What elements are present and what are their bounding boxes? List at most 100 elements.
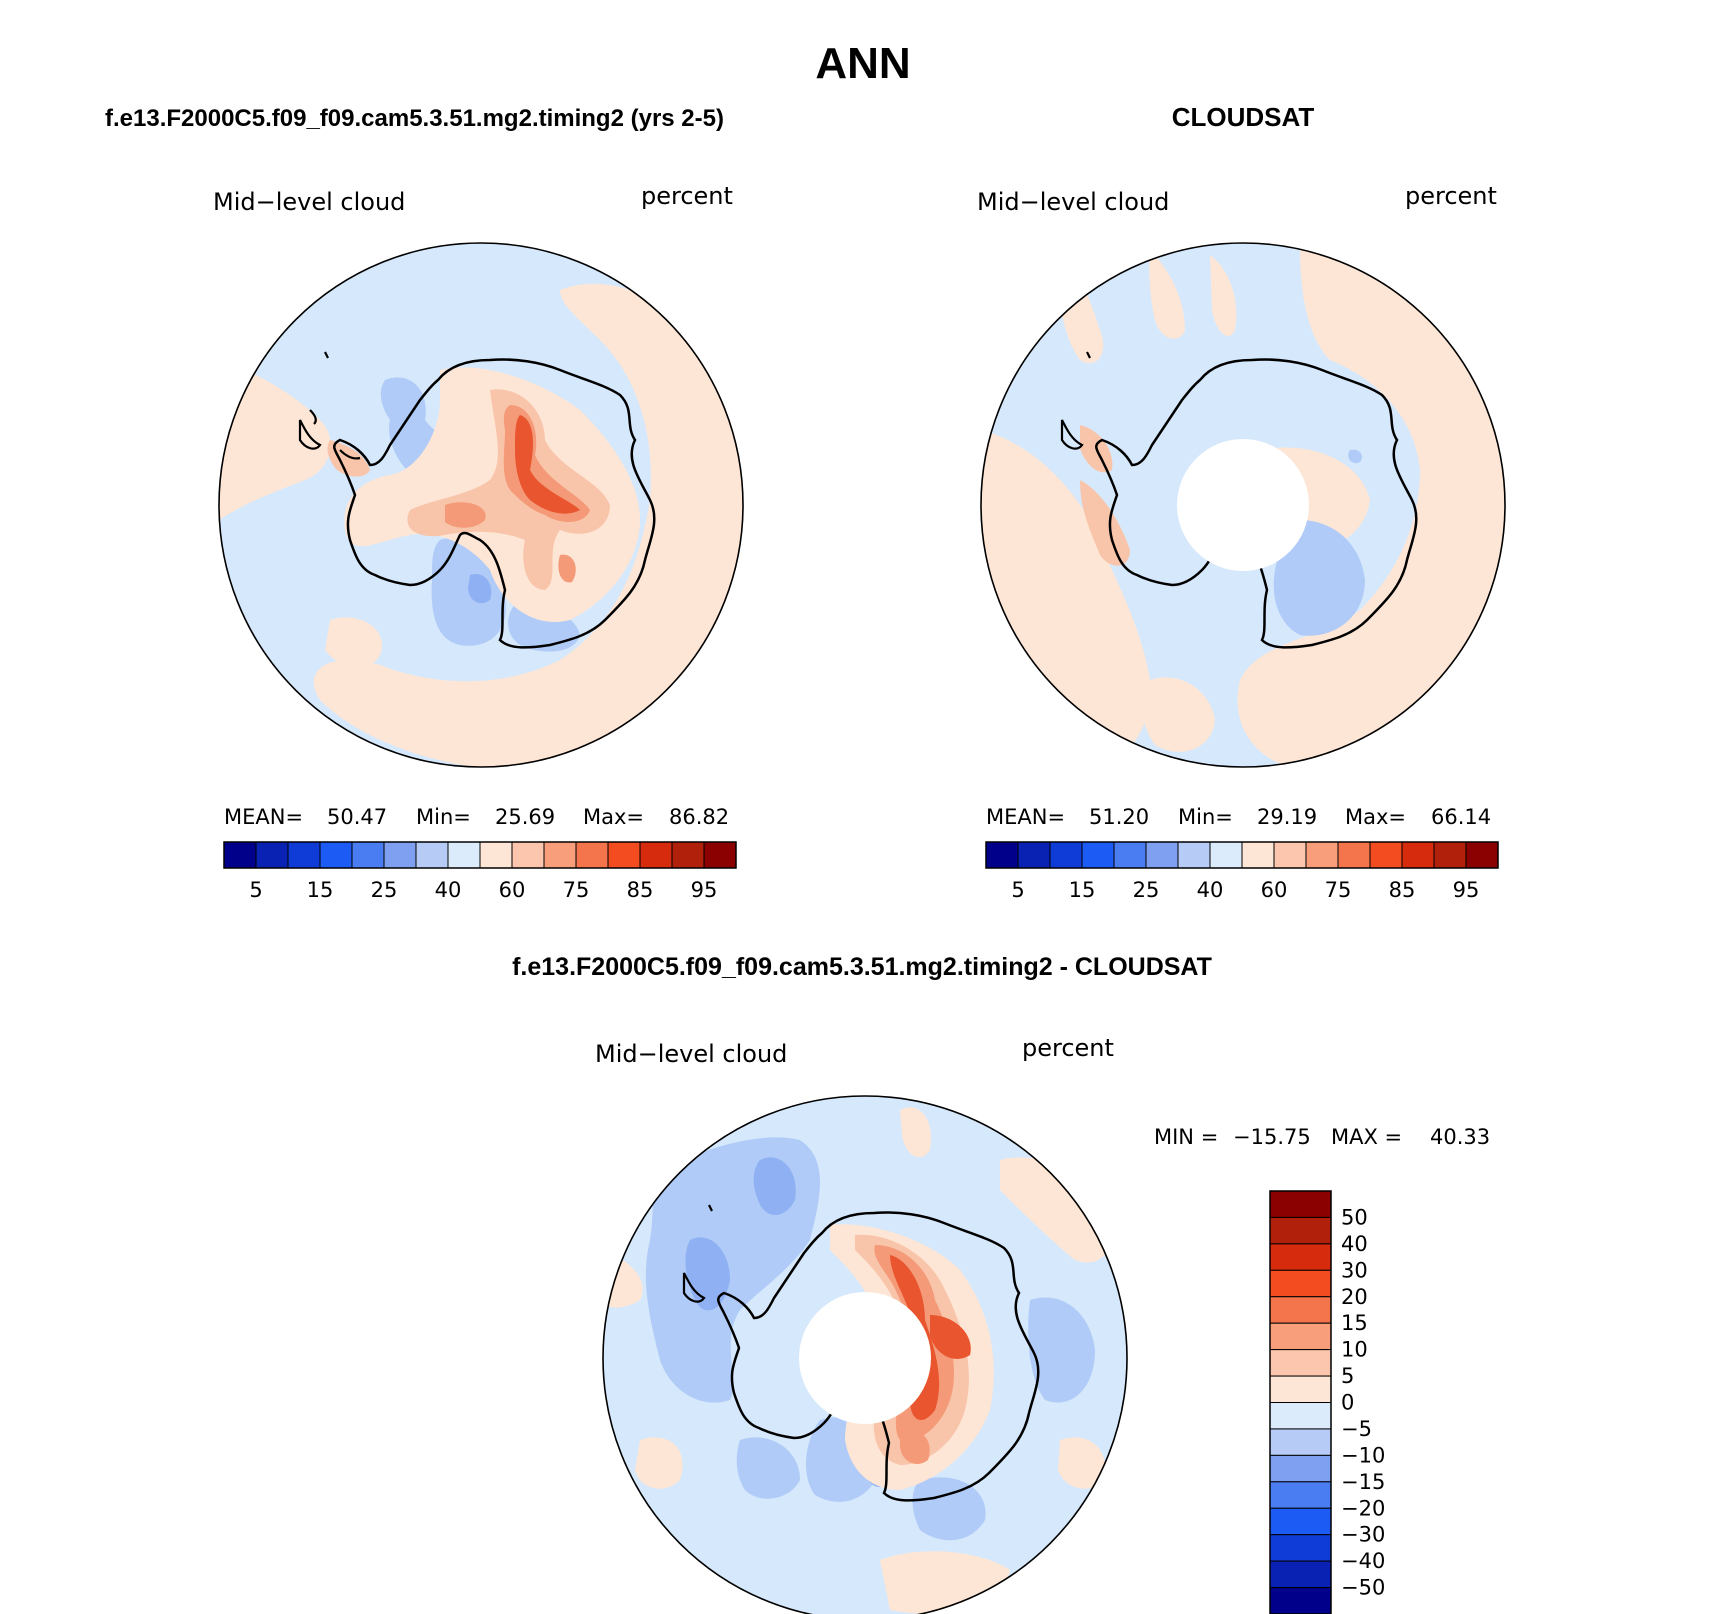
- colorbar-swatch: [1433, 841, 1467, 869]
- pole-hole: [799, 1292, 931, 1424]
- colorbar-swatch: [671, 841, 705, 869]
- colorbar-swatch: [1369, 841, 1403, 869]
- pole-hole: [1177, 439, 1309, 571]
- colorbar-swatch: [1049, 841, 1083, 869]
- colorbar-tick-label: −30: [1341, 1523, 1385, 1547]
- colorbar-tick-label: 75: [1325, 878, 1352, 902]
- colorbar-tick-label: 5: [249, 878, 262, 902]
- colorbar-tick-label: 10: [1341, 1338, 1368, 1362]
- colorbar-swatch: [1305, 841, 1339, 869]
- panel-model: f.e13.F2000C5.f09_f09.cam5.3.51.mg2.timi…: [105, 105, 744, 902]
- panel-obs-stats: MEAN= 51.20 Min= 29.19 Max= 66.14: [986, 805, 1491, 829]
- colorbar-swatch: [639, 841, 673, 869]
- stat-min-label: Min=: [1178, 805, 1233, 829]
- colorbar-tick-label: −50: [1341, 1576, 1385, 1600]
- panel-obs-map-border: [980, 242, 1506, 768]
- contour-fill: [327, 440, 370, 477]
- colorbar-swatch: [1145, 841, 1179, 869]
- contour-fill: [1028, 1297, 1095, 1403]
- colorbar-tick-label: −15: [1341, 1470, 1385, 1494]
- contour-fill: [1210, 255, 1237, 337]
- coastline: [1060, 351, 1091, 450]
- contour-fill: [736, 1437, 800, 1499]
- panel-obs: CLOUDSAT Mid−level cloud percent MEAN= 5…: [977, 102, 1506, 902]
- colorbar-tick-label: 40: [1341, 1232, 1368, 1256]
- panel-diff-map-border: [602, 1095, 1128, 1614]
- panel-obs-map: [981, 243, 1505, 767]
- colorbar-swatch: [1269, 1349, 1332, 1377]
- contour-fill: [900, 1429, 930, 1465]
- colorbar-swatch: [383, 841, 417, 869]
- colorbar-tick-label: 5: [1011, 878, 1024, 902]
- contour-fill: [1348, 449, 1362, 464]
- stat-min-label: MIN =: [1154, 1125, 1218, 1149]
- colorbar-tick-label: 60: [499, 878, 526, 902]
- colorbar-tick-label: 40: [1197, 878, 1224, 902]
- colorbar-swatch: [1269, 1534, 1332, 1562]
- colorbar-tick-label: 85: [627, 878, 654, 902]
- colorbar-swatch: [703, 841, 737, 869]
- panel-diff-title: f.e13.F2000C5.f09_f09.cam5.3.51.mg2.timi…: [512, 953, 1212, 981]
- colorbar-swatch: [511, 841, 545, 869]
- contour-fill: [900, 1107, 931, 1158]
- colorbar-swatch: [1269, 1481, 1332, 1509]
- colorbar-swatch: [479, 841, 513, 869]
- panel-diff-variable-label: Mid−level cloud: [595, 1040, 787, 1068]
- stat-max-label: Max=: [1345, 805, 1406, 829]
- contour-fill: [1080, 480, 1130, 566]
- colorbar-frame: [1269, 1190, 1332, 1614]
- colorbar-tick-label: 95: [691, 878, 718, 902]
- colorbar-tick-label: 30: [1341, 1258, 1368, 1282]
- colorbar-swatch: [1465, 841, 1499, 869]
- contour-fill: [1273, 520, 1365, 636]
- colorbar-frame: [985, 841, 1499, 869]
- colorbar-swatch: [415, 841, 449, 869]
- figure-title: ANN: [815, 39, 910, 88]
- panel-diff-map: [603, 1096, 1127, 1614]
- colorbar-tick-label: 5: [1341, 1364, 1354, 1388]
- colorbar-tick-label: 25: [1133, 878, 1160, 902]
- stat-max-label: MAX =: [1331, 1125, 1402, 1149]
- colorbar-tick-label: 75: [563, 878, 590, 902]
- colorbar-swatch: [1269, 1375, 1332, 1403]
- coastline: [333, 358, 656, 649]
- coastline: [324, 351, 361, 460]
- colorbar-tick-label: 40: [435, 878, 462, 902]
- panel-model-units-label: percent: [641, 182, 733, 210]
- stat-min-value: 29.19: [1257, 805, 1317, 829]
- colorbar-swatch: [319, 841, 353, 869]
- colorbar-swatch: [543, 841, 577, 869]
- contour-fill: [325, 617, 382, 668]
- colorbar-swatch: [1269, 1587, 1332, 1614]
- panel-model-title: f.e13.F2000C5.f09_f09.cam5.3.51.mg2.timi…: [105, 105, 724, 132]
- contour-fill: [1058, 1437, 1106, 1489]
- stat-max-value: 40.33: [1430, 1125, 1490, 1149]
- panel-model-map-border: [218, 242, 744, 768]
- colorbar-swatch: [575, 841, 609, 869]
- colorbar-tick-label: −5: [1341, 1417, 1372, 1441]
- colorbar-swatch: [1269, 1454, 1332, 1483]
- colorbar-tick-label: 25: [371, 878, 398, 902]
- panel-model-colorbar: 5 15 25 40 60 75 85 95: [223, 841, 737, 902]
- colorbar-frame: [223, 841, 737, 869]
- colorbar-swatch: [985, 841, 1019, 869]
- contour-fill: [313, 283, 743, 767]
- colorbar-tick-label: 50: [1341, 1205, 1368, 1229]
- panel-diff: f.e13.F2000C5.f09_f09.cam5.3.51.mg2.timi…: [512, 953, 1490, 1614]
- colorbar-tick-label: −20: [1341, 1496, 1385, 1520]
- contour-fill: [1149, 250, 1185, 339]
- colorbar-tick-label: 85: [1389, 878, 1416, 902]
- stat-min-value: −15.75: [1233, 1125, 1311, 1149]
- colorbar-swatch: [1401, 841, 1435, 869]
- contour-fill: [1143, 677, 1215, 752]
- coastline: [682, 1204, 713, 1303]
- colorbar-swatch: [1269, 1269, 1332, 1298]
- colorbar-tick-label: 15: [307, 878, 334, 902]
- colorbar-swatch: [1081, 841, 1115, 869]
- stat-mean-label: MEAN=: [224, 805, 303, 829]
- colorbar-swatch: [1017, 841, 1051, 869]
- colorbar-swatch: [1269, 1296, 1332, 1324]
- colorbar-tick-label: 95: [1453, 878, 1480, 902]
- coastline: [298, 409, 322, 450]
